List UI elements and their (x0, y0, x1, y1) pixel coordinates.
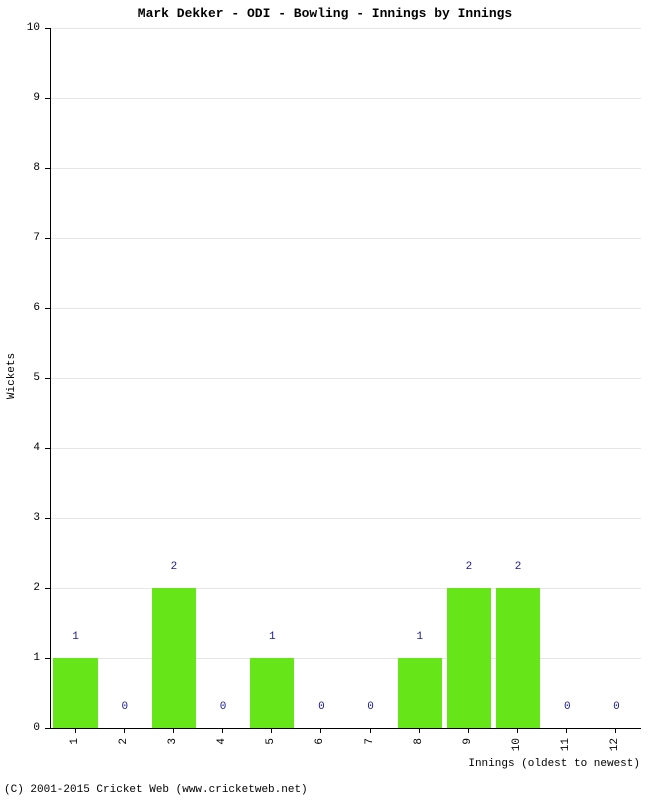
bar (398, 658, 442, 728)
xtick-mark (271, 728, 272, 733)
ytick-mark (45, 518, 50, 519)
ytick-mark (45, 238, 50, 239)
xtick-mark (419, 728, 420, 733)
ytick-mark (45, 98, 50, 99)
ytick-label: 7 (0, 232, 40, 244)
ytick-label: 2 (0, 582, 40, 594)
gridline (51, 28, 641, 29)
ytick-label: 1 (0, 652, 40, 664)
bar-value-label: 1 (416, 631, 423, 643)
xtick-mark (517, 728, 518, 733)
bar (152, 588, 196, 728)
xtick-label: 5 (265, 738, 277, 745)
xtick-label: 10 (511, 738, 523, 751)
xtick-mark (222, 728, 223, 733)
ytick-mark (45, 658, 50, 659)
bar-value-label: 0 (613, 701, 620, 713)
bar (250, 658, 294, 728)
ytick-mark (45, 308, 50, 309)
xtick-mark (124, 728, 125, 733)
bar-value-label: 0 (367, 701, 374, 713)
xtick-mark (370, 728, 371, 733)
xtick-label: 4 (216, 738, 228, 745)
ytick-label: 4 (0, 442, 40, 454)
gridline (51, 448, 641, 449)
xtick-mark (468, 728, 469, 733)
xtick-label: 9 (462, 738, 474, 745)
xtick-mark (615, 728, 616, 733)
ytick-label: 5 (0, 372, 40, 384)
gridline (51, 518, 641, 519)
x-axis-label: Innings (oldest to newest) (50, 758, 640, 770)
bar-value-label: 2 (466, 561, 473, 573)
gridline (51, 308, 641, 309)
xtick-mark (75, 728, 76, 733)
gridline (51, 238, 641, 239)
gridline (51, 378, 641, 379)
gridline (51, 658, 641, 659)
chart-title: Mark Dekker - ODI - Bowling - Innings by… (0, 6, 650, 21)
xtick-label: 2 (118, 738, 130, 745)
chart-container: Mark Dekker - ODI - Bowling - Innings by… (0, 0, 650, 800)
ytick-mark (45, 588, 50, 589)
ytick-label: 8 (0, 162, 40, 174)
bar-value-label: 2 (515, 561, 522, 573)
ytick-label: 3 (0, 512, 40, 524)
ytick-mark (45, 448, 50, 449)
xtick-label: 6 (314, 738, 326, 745)
xtick-label: 3 (167, 738, 179, 745)
xtick-label: 12 (609, 738, 621, 751)
ytick-mark (45, 728, 50, 729)
bar-value-label: 2 (171, 561, 178, 573)
xtick-mark (173, 728, 174, 733)
copyright-text: (C) 2001-2015 Cricket Web (www.cricketwe… (4, 784, 308, 796)
xtick-label: 11 (560, 738, 572, 751)
bar (447, 588, 491, 728)
ytick-label: 9 (0, 92, 40, 104)
xtick-mark (566, 728, 567, 733)
ytick-mark (45, 378, 50, 379)
ytick-mark (45, 28, 50, 29)
ytick-label: 6 (0, 302, 40, 314)
ytick-label: 10 (0, 22, 40, 34)
plot-area: 1 0 2 0 1 0 0 1 2 2 0 0 (50, 28, 641, 729)
bar-value-label: 0 (121, 701, 128, 713)
ytick-mark (45, 168, 50, 169)
bar-value-label: 1 (269, 631, 276, 643)
bar-value-label: 0 (220, 701, 227, 713)
bar-value-label: 0 (564, 701, 571, 713)
xtick-label: 7 (364, 738, 376, 745)
bar (496, 588, 540, 728)
gridline (51, 588, 641, 589)
bar (53, 658, 97, 728)
gridline (51, 98, 641, 99)
gridline (51, 168, 641, 169)
ytick-label: 0 (0, 722, 40, 734)
xtick-label: 8 (413, 738, 425, 745)
xtick-label: 1 (69, 738, 81, 745)
bar-value-label: 1 (72, 631, 79, 643)
bar-value-label: 0 (318, 701, 325, 713)
xtick-mark (320, 728, 321, 733)
